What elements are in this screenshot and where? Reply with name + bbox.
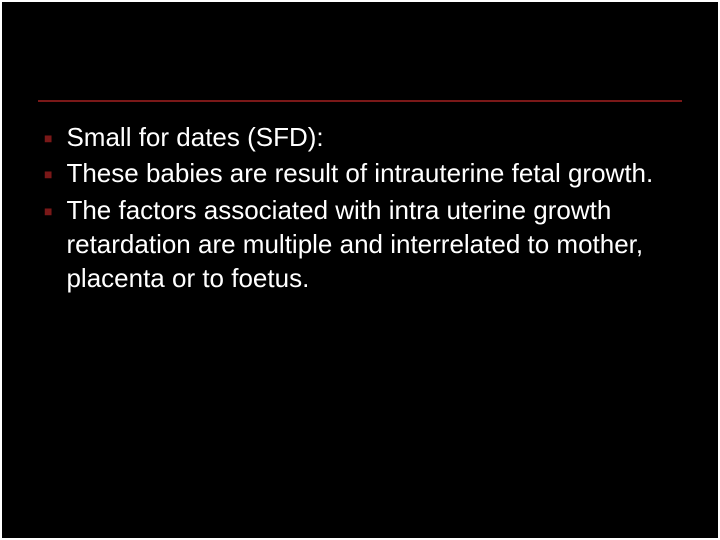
slide-inner: ■ Small for dates (SFD): ■ These babies … (2, 2, 718, 334)
bullet-text: The factors associated with intra uterin… (66, 193, 682, 296)
list-item: ■ The factors associated with intra uter… (44, 193, 682, 296)
list-item: ■ Small for dates (SFD): (44, 120, 682, 154)
slide-container: ■ Small for dates (SFD): ■ These babies … (0, 0, 720, 540)
list-item: ■ These babies are result of intrauterin… (44, 156, 682, 190)
bullet-icon: ■ (44, 202, 52, 220)
bullet-icon: ■ (44, 129, 52, 147)
bullet-list: ■ Small for dates (SFD): ■ These babies … (38, 120, 682, 296)
bullet-icon: ■ (44, 165, 52, 183)
bullet-text: These babies are result of intrauterine … (66, 156, 653, 190)
bullet-text: Small for dates (SFD): (66, 120, 323, 154)
title-area (38, 30, 682, 102)
